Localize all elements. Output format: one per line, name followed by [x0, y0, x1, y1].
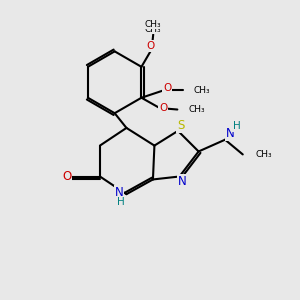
Text: H: H	[233, 122, 241, 131]
Text: N: N	[178, 175, 187, 188]
Text: O: O	[163, 83, 171, 93]
Text: N: N	[226, 127, 235, 140]
Text: CH₃: CH₃	[145, 20, 161, 28]
Text: methoxy: methoxy	[150, 27, 156, 28]
Text: CH₃: CH₃	[189, 105, 205, 114]
Text: O: O	[62, 170, 71, 183]
Text: O: O	[146, 41, 154, 51]
Text: O: O	[159, 103, 167, 113]
Text: CH₃: CH₃	[194, 86, 211, 95]
Text: CH₃: CH₃	[145, 25, 161, 34]
Text: S: S	[177, 119, 184, 132]
Text: H: H	[117, 197, 125, 207]
Text: N: N	[115, 186, 124, 199]
Text: CH₃: CH₃	[255, 150, 272, 159]
